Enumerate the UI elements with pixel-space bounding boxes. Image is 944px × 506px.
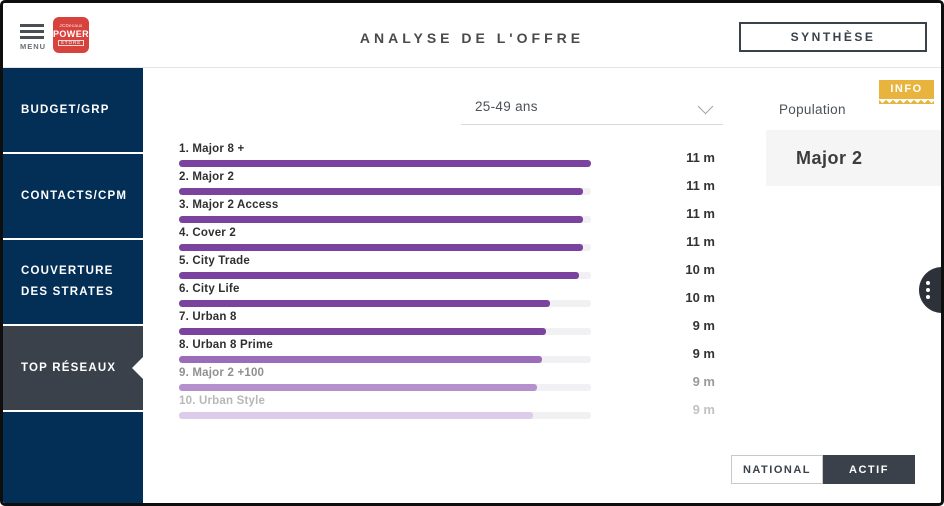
network-bar <box>179 356 542 363</box>
network-bar <box>179 244 583 251</box>
network-bar <box>179 272 579 279</box>
network-label: 6. City Life <box>179 283 240 295</box>
network-value: 11 m <box>686 149 715 165</box>
network-bar-track <box>179 160 591 167</box>
sidebar-item-contacts-cpm[interactable]: CONTACTS/CPM <box>3 154 143 238</box>
synthese-button[interactable]: SYNTHÈSE <box>739 22 927 52</box>
top-networks-chart: 1. Major 8 + 11 m 2. Major 2 11 m 3. Maj… <box>179 143 715 423</box>
sidebar-item-budget-grp[interactable]: BUDGET/GRP <box>3 68 143 152</box>
sidebar-item-label: COUVERTURE DES STRATES <box>21 265 114 298</box>
network-bar <box>179 160 591 167</box>
network-row[interactable]: 2. Major 2 11 m <box>179 171 715 199</box>
network-label: 4. Cover 2 <box>179 227 236 239</box>
network-bar-track <box>179 300 591 307</box>
network-row[interactable]: 1. Major 8 + 11 m <box>179 143 715 171</box>
menu-label: MENU <box>20 42 47 51</box>
network-label: 1. Major 8 + <box>179 143 245 155</box>
network-bar <box>179 216 583 223</box>
hamburger-icon <box>20 24 44 27</box>
network-row[interactable]: 10. Urban Style 9 m <box>179 395 715 423</box>
network-value: 9 m <box>692 345 715 361</box>
info-badge[interactable]: INFO <box>879 80 934 104</box>
network-row[interactable]: 6. City Life 10 m <box>179 283 715 311</box>
sidebar-item-top-reseaux[interactable]: TOP RÉSEAUX <box>3 326 143 410</box>
sidebar: BUDGET/GRP CONTACTS/CPM COUVERTURE DES S… <box>3 68 143 503</box>
network-label: 8. Urban 8 Prime <box>179 339 273 351</box>
network-value: 10 m <box>685 261 715 277</box>
network-label: 10. Urban Style <box>179 395 266 407</box>
mode-toggle: NATIONAL ACTIF <box>731 455 915 484</box>
sidebar-item-label: BUDGET/GRP <box>21 103 110 116</box>
network-bar <box>179 412 534 419</box>
selected-network-name: Major 2 <box>796 147 863 168</box>
network-row[interactable]: 9. Major 2 +100 9 m <box>179 367 715 395</box>
network-row[interactable]: 7. Urban 8 9 m <box>179 311 715 339</box>
selected-network-panel[interactable]: Major 2 <box>766 130 941 186</box>
network-bar-track <box>179 328 591 335</box>
network-bar-track <box>179 272 591 279</box>
logo-line2: POWER <box>53 28 90 39</box>
network-bar-track <box>179 356 591 363</box>
network-bar <box>179 300 550 307</box>
network-bar <box>179 384 538 391</box>
sidebar-item-label: TOP RÉSEAUX <box>21 361 117 374</box>
network-row[interactable]: 5. City Trade 10 m <box>179 255 715 283</box>
kebab-menu-button[interactable] <box>919 267 941 313</box>
network-bar <box>179 188 583 195</box>
network-row[interactable]: 3. Major 2 Access 11 m <box>179 199 715 227</box>
network-bar-track <box>179 188 591 195</box>
network-label: 5. City Trade <box>179 255 250 267</box>
sidebar-filler <box>3 412 143 503</box>
sidebar-item-label: CONTACTS/CPM <box>21 189 128 202</box>
network-label: 7. Urban 8 <box>179 311 237 323</box>
toggle-actif[interactable]: ACTIF <box>823 455 915 484</box>
page-title: ANALYSE DE L'OFFRE <box>359 30 585 46</box>
network-bar-track <box>179 384 591 391</box>
network-value: 11 m <box>686 177 715 193</box>
network-bar-track <box>179 216 591 223</box>
network-row[interactable]: 4. Cover 2 11 m <box>179 227 715 255</box>
network-value: 11 m <box>686 205 715 221</box>
logo-line1: JCDecaux <box>59 23 83 28</box>
network-value: 9 m <box>692 373 715 389</box>
network-label: 3. Major 2 Access <box>179 199 279 211</box>
network-value: 11 m <box>686 233 715 249</box>
hamburger-menu-button[interactable]: MENU <box>20 24 46 51</box>
network-value: 9 m <box>692 401 715 417</box>
chevron-down-icon <box>697 98 714 115</box>
network-bar-track <box>179 412 591 419</box>
network-value: 9 m <box>692 317 715 333</box>
audience-dropdown-value: 25-49 ans <box>475 99 538 114</box>
population-label: Population <box>779 102 846 117</box>
network-label: 9. Major 2 +100 <box>179 367 265 379</box>
kebab-icon <box>926 281 930 285</box>
network-label: 2. Major 2 <box>179 171 235 183</box>
network-bar <box>179 328 546 335</box>
header: MENU JCDecaux POWER STORE ANALYSE DE L'O… <box>3 3 941 68</box>
audience-dropdown[interactable]: 25-49 ans <box>461 93 723 125</box>
logo-line3: STORE <box>57 39 85 46</box>
power-store-logo: JCDecaux POWER STORE <box>53 17 89 53</box>
network-row[interactable]: 8. Urban 8 Prime 9 m <box>179 339 715 367</box>
network-bar-track <box>179 244 591 251</box>
sidebar-item-couverture-des-strates[interactable]: COUVERTURE DES STRATES <box>3 240 143 324</box>
network-value: 10 m <box>685 289 715 305</box>
toggle-national[interactable]: NATIONAL <box>731 455 823 484</box>
